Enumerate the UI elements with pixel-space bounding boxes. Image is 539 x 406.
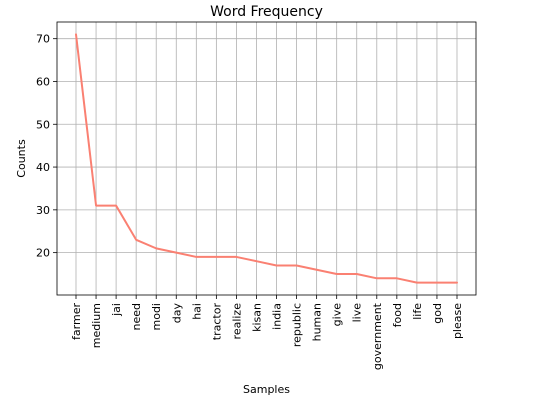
y-tick-label: 60 [36,75,50,88]
y-tick-label: 30 [36,204,50,217]
x-tick-label: jai [110,303,123,317]
x-tick-label: india [271,303,284,330]
chart-title: Word Frequency [210,4,323,20]
x-tick-label: human [311,303,324,341]
x-tick-label: republic [291,303,304,347]
x-axis-label: Samples [243,383,290,396]
y-tick-label: 50 [36,118,50,131]
x-tick-label: god [431,303,444,324]
y-axis-label: Counts [15,139,28,178]
y-ticks: 20 30 40 50 60 70 [36,33,57,260]
x-tick-label: food [391,303,404,327]
x-tick-label: kisan [250,303,263,332]
x-tick-label: give [331,303,344,327]
x-tick-label: hai [190,303,203,320]
grid-layer [57,22,476,295]
x-ticks: farmer medium jai need modi day hai tractor real… [70,295,464,370]
x-tick-label: tractor [210,303,223,341]
x-tick-label: need [130,303,143,331]
line-layer [75,33,458,284]
x-tick-label: live [351,303,364,323]
x-tick-label: please [451,303,464,339]
y-tick-label: 40 [36,161,50,174]
y-tick-label: 70 [36,33,50,46]
frequency-line [75,33,458,284]
y-tick-label: 20 [36,247,50,260]
plot-frame [56,21,477,296]
x-tick-label: farmer [70,303,83,340]
x-tick-label: life [411,303,424,320]
x-tick-label: modi [150,303,163,330]
x-tick-label: government [371,302,384,370]
x-tick-label: realize [230,303,243,340]
x-tick-label: medium [90,303,103,348]
x-tick-label: day [170,303,183,324]
